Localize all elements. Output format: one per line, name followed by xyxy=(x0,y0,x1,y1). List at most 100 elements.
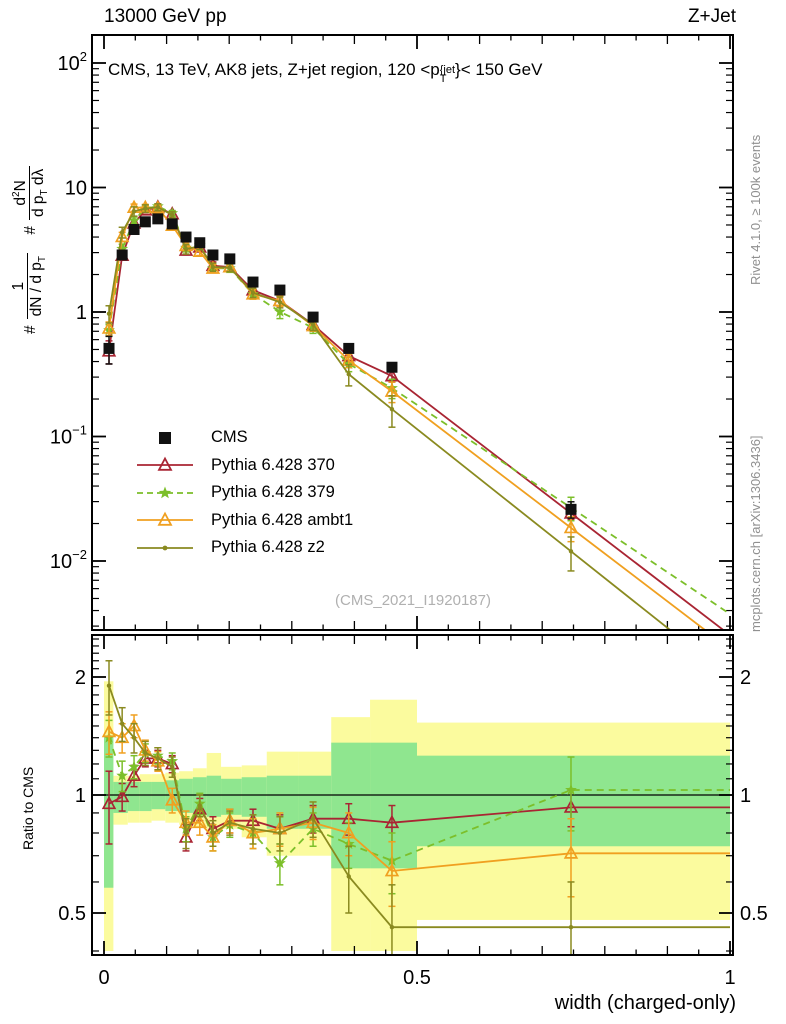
axis-ticks xyxy=(92,35,733,955)
legend-triangle xyxy=(157,511,173,526)
ylabel-frac1: 1 dN / d pT xyxy=(10,252,51,320)
plot-title-post: }< 150 GeV xyxy=(455,60,543,79)
series-pythia-6-428-z2-ratio-marker xyxy=(310,816,316,821)
cms-marker xyxy=(116,249,128,261)
series-pythia-6-428-z2-ratio-marker xyxy=(389,924,395,930)
series-pythia-6-428-ambt1-ratio-marker xyxy=(101,723,117,738)
series-pythia-6-428-z2-ratio-marker xyxy=(197,803,202,808)
series-pythia-6-428-370-ratio-marker xyxy=(126,767,142,782)
cms-marker xyxy=(194,237,206,249)
legend-item-pythia-6-428-379: Pythia 6.428 379 xyxy=(133,479,353,507)
cms-marker xyxy=(565,503,577,515)
series-pythia-6-428-z2-ratio-marker xyxy=(568,924,574,930)
main-y-tick-label: 1 xyxy=(76,302,87,324)
plot-title-sup: {jet xyxy=(439,64,456,76)
series-pythia-6-428-370-ratio-marker xyxy=(384,814,400,829)
cms-data xyxy=(103,213,577,519)
ylabel-frac2: d2N d pT dλ xyxy=(8,165,53,221)
ratio-y-tick-label-right: 0.5 xyxy=(740,903,768,925)
x-tick-label: 1 xyxy=(724,967,735,989)
series-pythia-6-428-z2-ratio-marker xyxy=(170,764,175,770)
series-pythia-6-428-z2-marker xyxy=(143,206,148,211)
x-tick-label: 0.5 xyxy=(403,967,431,989)
series-pythia-6-428-379-ratio-marker xyxy=(116,769,129,781)
series-pythia-6-428-ambt1-ratio-marker xyxy=(192,814,207,829)
series-pythia-6-428-ambt1-ratio-marker xyxy=(384,862,400,877)
cms-marker xyxy=(207,249,219,261)
series-pythia-6-428-z2-marker xyxy=(227,265,233,270)
cms-marker xyxy=(274,284,286,296)
series-pythia-6-428-z2-ratio-marker xyxy=(119,721,125,726)
series-pythia-6-428-370-ratio-marker xyxy=(101,795,117,810)
ratio-y-tick-label-left: 1 xyxy=(75,785,86,807)
legend-marker-triangle-icon xyxy=(137,456,193,471)
ratio-y-tick-label-right: 2 xyxy=(740,667,751,689)
beam-energy-label: 13000 GeV pp xyxy=(104,6,227,27)
series-pythia-6-428-z2-marker xyxy=(119,230,125,235)
series-pythia-6-428-379-ratio-marker xyxy=(128,760,140,772)
plot-title: CMS, 13 TeV, AK8 jets, Z+jet region, 120… xyxy=(108,60,543,85)
main-y-tick-label: 102 xyxy=(58,49,87,75)
series-pythia-6-428-z2-marker xyxy=(155,205,161,210)
cms-marker xyxy=(307,311,319,323)
legend-star xyxy=(158,486,172,499)
cms-marker xyxy=(139,216,151,228)
main-y-tick-label: 10−1 xyxy=(50,423,87,449)
cms-marker xyxy=(103,342,115,354)
legend-dot xyxy=(162,545,168,551)
legend-marker-star-icon xyxy=(137,486,193,499)
series-pythia-6-428-379-ratio-marker xyxy=(274,857,286,869)
band-green-seg xyxy=(127,781,140,812)
series-pythia-6-428-370-ratio-marker xyxy=(114,788,130,803)
ratio-y-axis-label: Ratio to CMS xyxy=(20,766,36,850)
x-axis-title: width (charged-only) xyxy=(554,992,736,1014)
series-pythia-6-428-z2-marker xyxy=(250,290,256,295)
x-tick-label: 0 xyxy=(98,967,109,989)
cms-marker xyxy=(224,253,236,265)
ratio-panel-frame xyxy=(91,634,734,956)
band-green-seg xyxy=(241,777,267,817)
series-pythia-6-428-z2-ratio-marker xyxy=(143,750,148,756)
legend-item-pythia-6-428-370: Pythia 6.428 370 xyxy=(133,452,353,480)
plot-title-pre: CMS, 13 TeV, AK8 jets, Z+jet region, 120… xyxy=(108,60,440,79)
series-pythia-6-428-z2-marker xyxy=(106,311,112,316)
series-pythia-6-428-379-ratio-marker xyxy=(565,783,577,795)
series-pythia-6-428-z2-ratio-marker xyxy=(131,735,137,740)
cms-marker xyxy=(166,218,178,230)
legend-triangle xyxy=(157,456,173,471)
legend-label: Pythia 6.428 ambt1 xyxy=(211,510,354,529)
series-pythia-6-428-z2-marker xyxy=(210,264,216,270)
main-panel-frame xyxy=(91,34,734,631)
plot-title-supsub: {jet T xyxy=(439,64,456,85)
legend-marker-dot-icon xyxy=(137,545,193,551)
series-pythia-6-428-z2-ratio-marker xyxy=(227,820,233,825)
series-pythia-6-428-370-main xyxy=(101,199,725,630)
series-pythia-6-428-ambt1-marker xyxy=(563,519,579,534)
ratio-y-tick-label-right: 1 xyxy=(740,785,751,807)
plot-title-sub: T xyxy=(439,73,447,85)
main-y-axis-label: #1 dN / d pT # d2N d pT dλ xyxy=(8,24,53,336)
band-green-seg xyxy=(179,778,193,813)
mcplots-note: mcplots.cern.ch [arXiv:1306.3436] xyxy=(748,435,763,632)
series-pythia-6-428-370-main-line xyxy=(108,206,725,630)
legend: CMS Pythia 6.428 370 Pythia 6.428 379 Pythi… xyxy=(133,424,353,562)
series-pythia-6-428-ambt1-marker xyxy=(101,320,117,334)
analysis-id-watermark: (CMS_2021_I1920187) xyxy=(335,592,491,609)
band-green-seg xyxy=(266,775,299,829)
legend-label: Pythia 6.428 370 xyxy=(211,455,335,474)
series-pythia-6-428-ambt1-ratio-marker xyxy=(165,792,180,806)
band-green-seg xyxy=(221,778,242,815)
legend-label: Pythia 6.428 379 xyxy=(211,483,335,502)
series-pythia-6-428-z2-marker xyxy=(346,372,351,377)
series-pythia-6-428-z2-ratio-marker xyxy=(250,826,256,831)
legend-item-pythia-6-428-ambt1: Pythia 6.428 ambt1 xyxy=(133,507,353,535)
series-pythia-6-428-ambt1-ratio-marker xyxy=(341,824,356,839)
series-pythia-6-428-379-marker xyxy=(274,305,286,317)
series-pythia-6-428-z2-marker xyxy=(310,322,316,327)
series-pythia-6-428-z2-ratio-marker xyxy=(346,874,351,879)
ratio-y-tick-label-left: 0.5 xyxy=(58,903,86,925)
cms-marker xyxy=(247,276,259,288)
main-y-tick-label: 10−2 xyxy=(50,547,87,573)
